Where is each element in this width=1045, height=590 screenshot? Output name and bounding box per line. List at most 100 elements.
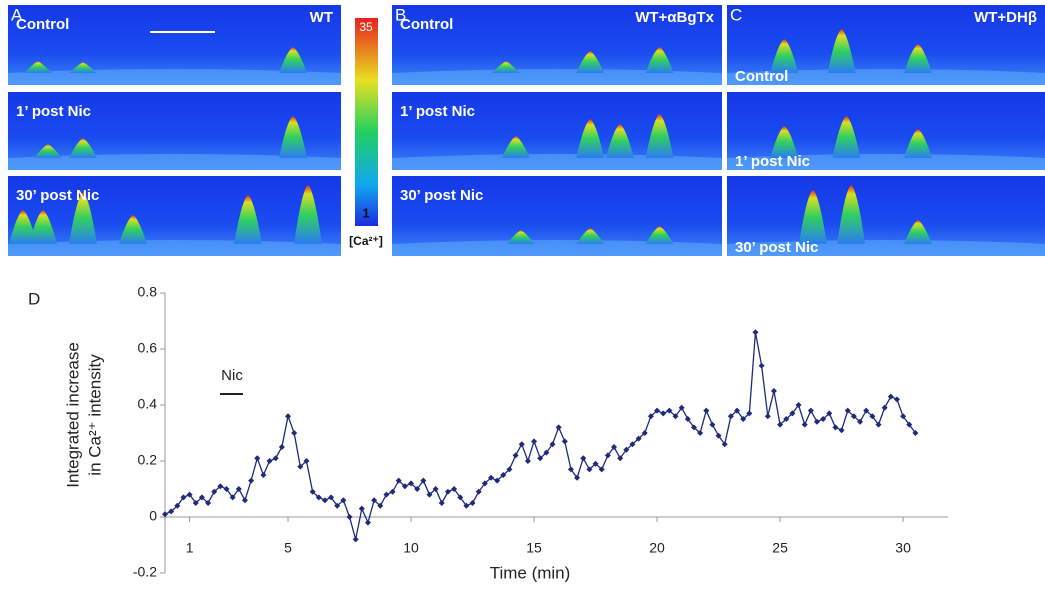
point bbox=[672, 413, 679, 420]
panel-condition: WT bbox=[310, 9, 333, 26]
point bbox=[623, 446, 630, 453]
annotation: Nic bbox=[221, 367, 243, 384]
point bbox=[401, 483, 408, 490]
row-label: Control bbox=[400, 16, 453, 33]
point bbox=[235, 486, 242, 492]
point bbox=[291, 430, 298, 436]
point bbox=[512, 452, 519, 459]
peak bbox=[645, 114, 674, 158]
point bbox=[789, 410, 796, 417]
point bbox=[586, 466, 593, 473]
point bbox=[518, 441, 525, 448]
peak bbox=[645, 226, 674, 244]
point bbox=[752, 329, 759, 336]
point bbox=[278, 444, 285, 450]
y-tick-label: 0.2 bbox=[138, 452, 158, 468]
point bbox=[174, 502, 181, 509]
peak bbox=[34, 144, 62, 158]
point bbox=[531, 438, 538, 445]
row-label: 30’ post Nic bbox=[400, 187, 483, 204]
row-label: 30’ post Nic bbox=[735, 239, 818, 256]
point bbox=[487, 474, 494, 481]
peak bbox=[903, 129, 932, 158]
peak bbox=[903, 220, 932, 244]
peak bbox=[827, 29, 856, 73]
y-axis-title: Integrated increase bbox=[63, 342, 82, 488]
peak bbox=[798, 190, 827, 244]
point bbox=[807, 407, 814, 414]
point bbox=[758, 362, 765, 369]
point bbox=[690, 424, 697, 431]
point bbox=[580, 455, 587, 462]
point bbox=[641, 430, 648, 436]
peak bbox=[770, 126, 799, 158]
image-panels: Control 1’ post Nic 30’ post Nic A WT Control… bbox=[8, 5, 1045, 256]
point bbox=[764, 413, 771, 420]
row-label: 30’ post Nic bbox=[16, 187, 99, 204]
point bbox=[537, 455, 544, 462]
point bbox=[229, 494, 236, 501]
panel-label: A bbox=[11, 5, 23, 24]
point bbox=[832, 424, 839, 431]
peak bbox=[903, 44, 932, 73]
point bbox=[438, 500, 445, 506]
point bbox=[715, 432, 722, 439]
point bbox=[598, 466, 605, 473]
series-line bbox=[164, 332, 916, 540]
point bbox=[272, 455, 279, 462]
y-tick-label: -0.2 bbox=[133, 564, 157, 580]
point bbox=[869, 413, 876, 420]
point bbox=[549, 441, 556, 448]
point bbox=[408, 480, 415, 487]
peak bbox=[832, 116, 861, 158]
point bbox=[481, 480, 488, 487]
point bbox=[297, 463, 304, 470]
x-tick-label: 10 bbox=[403, 540, 419, 556]
point bbox=[629, 441, 636, 448]
colorbar-max: 35 bbox=[359, 20, 373, 34]
surface-ridge bbox=[392, 69, 722, 85]
point bbox=[906, 421, 913, 428]
point bbox=[241, 497, 248, 504]
point bbox=[168, 508, 175, 515]
point bbox=[414, 486, 421, 492]
colorbar bbox=[355, 18, 378, 226]
point bbox=[543, 449, 550, 456]
x-tick-label: 25 bbox=[772, 540, 788, 556]
peak bbox=[576, 51, 605, 73]
point bbox=[186, 491, 193, 498]
point bbox=[654, 407, 661, 414]
row-label: 1’ post Nic bbox=[16, 103, 91, 120]
point bbox=[678, 404, 685, 411]
point bbox=[617, 455, 624, 462]
x-tick-label: 15 bbox=[526, 540, 542, 556]
point bbox=[389, 488, 396, 495]
point bbox=[377, 502, 384, 509]
peak bbox=[234, 195, 262, 244]
peak bbox=[279, 116, 307, 158]
peak bbox=[279, 47, 307, 73]
surface-ridge bbox=[392, 240, 722, 256]
point bbox=[727, 413, 734, 420]
point bbox=[783, 416, 790, 422]
peak bbox=[491, 61, 520, 73]
peak bbox=[605, 124, 634, 158]
point bbox=[340, 497, 347, 504]
point bbox=[457, 494, 464, 501]
point bbox=[666, 407, 673, 414]
surface-ridge bbox=[392, 154, 722, 170]
point bbox=[321, 497, 328, 504]
peak bbox=[119, 215, 147, 244]
row-label: Control bbox=[16, 16, 69, 33]
x-axis-title: Time (min) bbox=[490, 563, 571, 582]
point bbox=[524, 458, 531, 464]
point bbox=[660, 410, 667, 417]
y-tick-label: 0 bbox=[149, 508, 157, 524]
point bbox=[346, 514, 353, 520]
peak bbox=[576, 228, 605, 244]
row-label: 1’ post Nic bbox=[400, 103, 475, 120]
panel-label: C bbox=[730, 5, 742, 24]
point bbox=[211, 488, 218, 495]
point bbox=[850, 413, 857, 420]
